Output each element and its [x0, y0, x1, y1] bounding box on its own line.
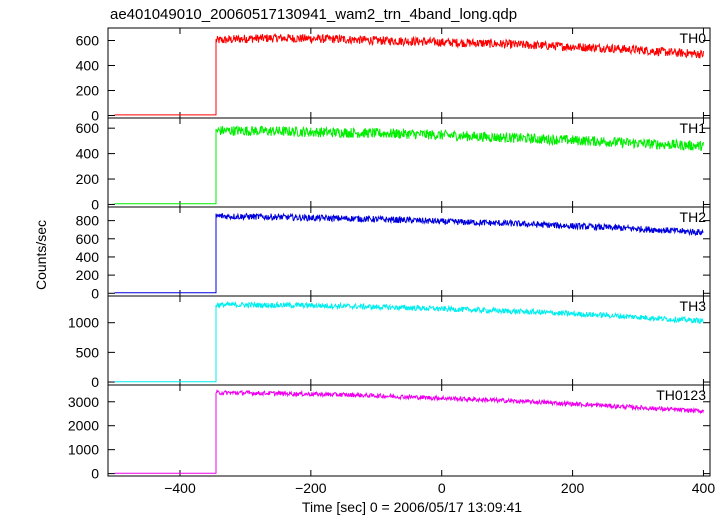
y-tick-label: 400 — [76, 146, 100, 162]
y-tick-label: 0 — [91, 466, 99, 482]
series-line-th1 — [114, 124, 704, 205]
chart-title: ae401049010_20060517130941_wam2_trn_4ban… — [110, 6, 517, 23]
series-line-th2 — [114, 212, 704, 294]
y-axis-label: Counts/sec — [33, 220, 49, 290]
x-tick-label: 200 — [561, 480, 585, 496]
x-tick-label: −200 — [295, 480, 327, 496]
y-tick-label: 200 — [76, 83, 100, 99]
series-label: TH1 — [680, 120, 707, 136]
x-axis-label: Time [sec] 0 = 2006/05/17 13:09:41 — [302, 499, 522, 515]
panel-th0123: 0 1000 2000 3000 TH0123 — [68, 384, 711, 482]
y-tick-label: 0 — [91, 196, 99, 212]
y-tick-label: 400 — [76, 58, 100, 74]
y-tick-label: 200 — [76, 171, 100, 187]
y-tick-label: 1000 — [68, 315, 99, 331]
y-tick-label: 500 — [76, 344, 100, 360]
panel-th1: 0 200 400 600 TH1 — [76, 117, 711, 212]
series-line-th0123 — [114, 389, 704, 474]
y-tick-label: 0 — [91, 108, 99, 124]
panel-th2: 0 200 400 600 800 TH2 — [76, 206, 711, 301]
y-tick-label: 400 — [76, 249, 100, 265]
series-label: TH3 — [680, 298, 707, 314]
series-label: TH2 — [680, 209, 707, 225]
panels: 0 200 400 600 TH0 0 200 400 600 TH1 0 200 400 600 800 T… — [68, 27, 711, 482]
series-label: TH0 — [680, 30, 707, 46]
series-line-th3 — [114, 300, 704, 383]
series-line-th0 — [114, 33, 704, 116]
x-axis: −400 −200 0 200 400 — [164, 480, 715, 496]
panel-th3: 0 500 1000 TH3 — [68, 295, 711, 390]
y-tick-label: 600 — [76, 120, 100, 136]
series-label: TH0123 — [656, 387, 706, 403]
x-tick-label: −400 — [164, 480, 196, 496]
y-tick-label: 0 — [91, 374, 99, 390]
y-tick-label: 800 — [76, 213, 100, 229]
y-tick-label: 2000 — [68, 418, 99, 434]
y-tick-label: 200 — [76, 267, 100, 283]
y-tick-label: 600 — [76, 231, 100, 247]
y-tick-label: 600 — [76, 33, 100, 49]
panel-frame — [107, 27, 711, 119]
y-tick-label: 3000 — [68, 394, 99, 410]
y-tick-label: 0 — [91, 285, 99, 301]
x-tick-label: 400 — [692, 480, 716, 496]
panel-th0: 0 200 400 600 TH0 — [76, 27, 711, 124]
panel-frame — [107, 384, 711, 477]
y-tick-label: 1000 — [68, 442, 99, 458]
x-tick-label: 0 — [438, 480, 446, 496]
